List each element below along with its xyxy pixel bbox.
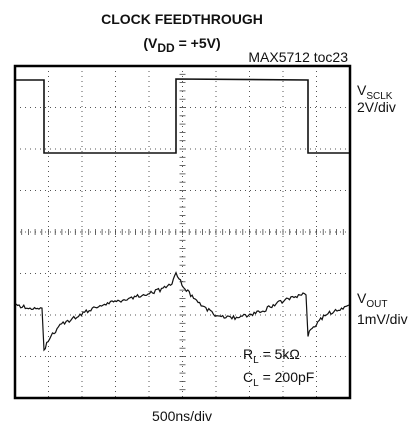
channel-label: VSCLK xyxy=(357,82,393,102)
channel-name: V xyxy=(357,82,367,98)
channel-label: VOUT xyxy=(357,290,387,310)
subtitle-part: (V xyxy=(143,35,158,51)
vout-trace xyxy=(15,271,350,352)
channel-scale: 2V/div xyxy=(357,99,396,115)
grid xyxy=(14,65,351,399)
annotation: RL = 5kΩ xyxy=(243,346,300,366)
channel-sub: SCLK xyxy=(366,91,392,102)
subtitle-part: = +5V) xyxy=(175,35,221,51)
subtitle: (VDD = +5V) xyxy=(143,35,220,55)
sclk-trace xyxy=(16,78,349,154)
channel-sub: OUT xyxy=(366,299,387,310)
annotation-part: C xyxy=(243,369,253,385)
annotation-part: = 5kΩ xyxy=(259,346,300,362)
channel-name: V xyxy=(357,290,367,306)
annotation-part: = 200pF xyxy=(259,369,315,385)
annotation: CL = 200pF xyxy=(243,369,314,389)
x-scale: 500ns/div xyxy=(152,408,212,424)
annotation-part: R xyxy=(243,346,253,362)
channel-scale: 1mV/div xyxy=(357,311,408,327)
plot-frame xyxy=(13,64,352,400)
subtitle-sub: DD xyxy=(157,41,175,55)
annotation-sub: L xyxy=(253,378,259,389)
figure-id: MAX5712 toc23 xyxy=(248,49,348,65)
annotation-sub: L xyxy=(253,355,259,366)
title: CLOCK FEEDTHROUGH xyxy=(101,11,263,27)
